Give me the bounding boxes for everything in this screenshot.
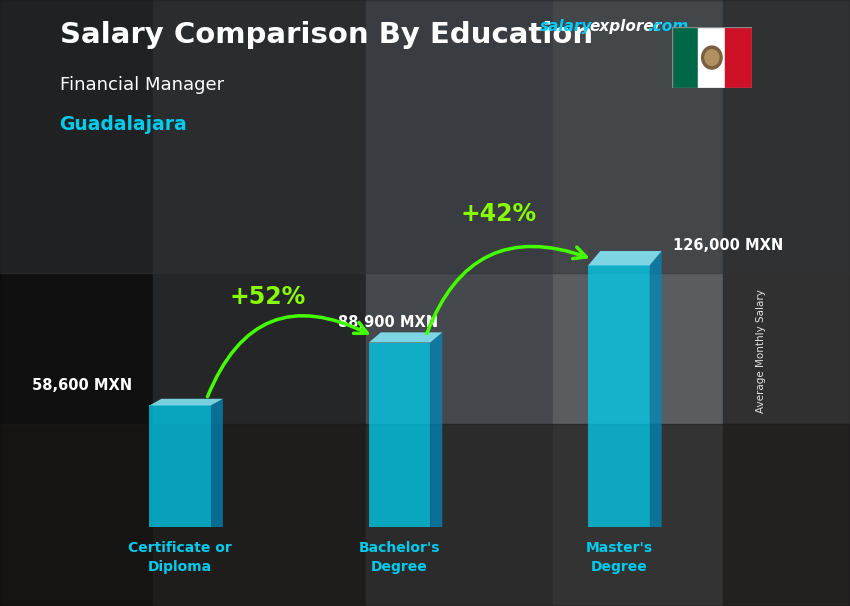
Text: explorer: explorer bbox=[590, 19, 662, 35]
Bar bbox=[672, 27, 699, 88]
Text: 58,600 MXN: 58,600 MXN bbox=[31, 378, 132, 393]
Text: Financial Manager: Financial Manager bbox=[60, 76, 224, 94]
Polygon shape bbox=[211, 399, 223, 527]
Polygon shape bbox=[150, 405, 211, 527]
Text: +42%: +42% bbox=[460, 202, 536, 225]
Text: .com: .com bbox=[648, 19, 689, 35]
Bar bbox=[0, 0, 850, 273]
Polygon shape bbox=[150, 399, 223, 405]
Polygon shape bbox=[369, 342, 430, 527]
Bar bbox=[725, 27, 752, 88]
Bar bbox=[552, 0, 722, 606]
Circle shape bbox=[705, 50, 719, 65]
Bar bbox=[0, 0, 153, 606]
Text: 88,900 MXN: 88,900 MXN bbox=[338, 315, 439, 330]
Text: +52%: +52% bbox=[230, 285, 306, 310]
Bar bbox=[366, 0, 552, 606]
Text: Guadalajara: Guadalajara bbox=[60, 115, 187, 134]
Bar bbox=[722, 0, 850, 606]
Polygon shape bbox=[369, 332, 442, 342]
Text: Salary Comparison By Education: Salary Comparison By Education bbox=[60, 21, 592, 49]
Polygon shape bbox=[649, 251, 661, 527]
Bar bbox=[0, 424, 850, 606]
Text: 126,000 MXN: 126,000 MXN bbox=[672, 238, 783, 253]
Polygon shape bbox=[430, 332, 442, 527]
Text: salary: salary bbox=[540, 19, 592, 35]
Bar bbox=[699, 27, 725, 88]
Polygon shape bbox=[588, 251, 661, 265]
Circle shape bbox=[701, 46, 722, 69]
Text: Average Monthly Salary: Average Monthly Salary bbox=[756, 290, 766, 413]
Bar bbox=[153, 0, 366, 606]
Polygon shape bbox=[588, 265, 649, 527]
